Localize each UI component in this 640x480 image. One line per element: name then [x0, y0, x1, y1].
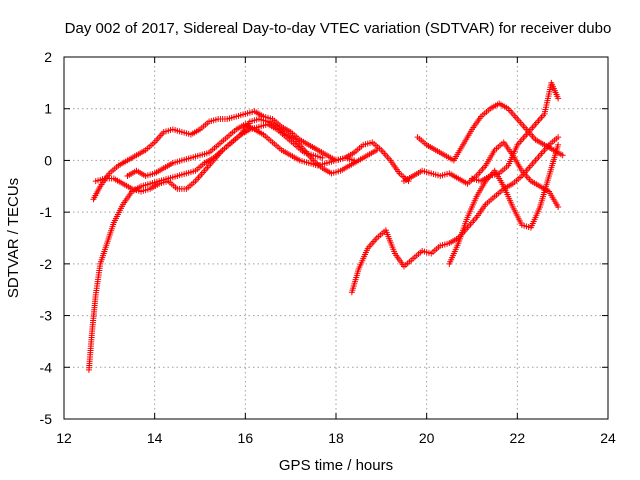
data-point-marker [559, 152, 566, 159]
axis-ticks: 12 14 16 18 20 22 24 2 1 0 -1 -2 -3 -4 -5 [40, 49, 616, 446]
x-tick-label: 16 [238, 430, 254, 446]
data-markers [85, 79, 566, 373]
data-point-marker [555, 203, 562, 210]
data-point-marker [555, 141, 562, 148]
series-arc-a [85, 121, 326, 373]
y-tick-label: -4 [40, 359, 53, 375]
data-point-marker [555, 95, 562, 102]
x-tick-label: 14 [147, 430, 163, 446]
x-tick-label: 22 [510, 430, 526, 446]
data-point-marker [319, 154, 326, 161]
data-point-marker [373, 147, 380, 154]
x-tick-label: 18 [328, 430, 344, 446]
series-arc-d [124, 121, 358, 179]
series-arc-h [446, 141, 562, 267]
grid-lines [64, 57, 608, 419]
y-tick-label: 2 [44, 49, 52, 65]
x-tick-label: 20 [419, 430, 435, 446]
data-point-marker [351, 157, 358, 164]
series-arc-c [92, 116, 380, 195]
y-tick-label: 0 [44, 152, 52, 168]
y-tick-label: -1 [40, 204, 53, 220]
data-point-marker [555, 134, 562, 141]
x-axis-label: GPS time / hours [279, 457, 393, 474]
y-tick-label: -2 [40, 256, 53, 272]
series-arc-i [469, 79, 562, 185]
x-tick-label: 12 [56, 430, 72, 446]
series-arc-f [401, 139, 562, 210]
y-tick-label: 1 [44, 101, 52, 117]
y-tick-label: -5 [40, 411, 53, 427]
y-axis-label: SDTVAR / TECUs [5, 178, 22, 298]
chart-title: Day 002 of 2017, Sidereal Day-to-day VTE… [65, 20, 612, 37]
y-tick-label: -3 [40, 308, 53, 324]
x-tick-label: 24 [600, 430, 616, 446]
